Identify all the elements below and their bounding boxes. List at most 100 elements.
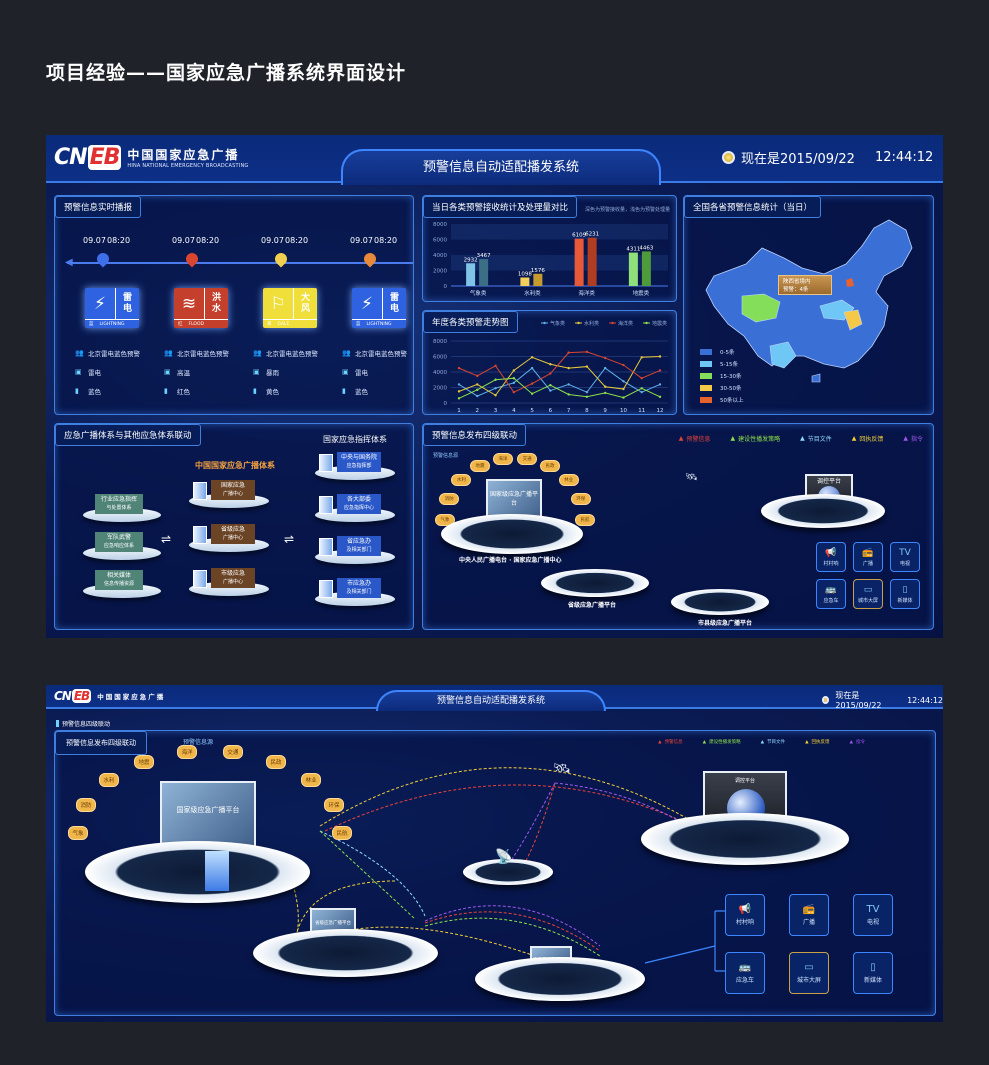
- node-label[interactable]: 中央与国务院 应急指挥部: [337, 452, 381, 472]
- device-tv[interactable]: TV 电视: [853, 894, 893, 936]
- flow-legend: ▲ 预警信息 ▲ 建设性播发策略 ▲ 节目文件 ▲ 回执反馈 ▲ 指令: [658, 739, 865, 746]
- x-tick-label: 7: [567, 408, 571, 414]
- grid-band: [451, 255, 668, 271]
- map-pin-icon[interactable]: [183, 250, 201, 268]
- source-badge[interactable]: 地震: [134, 754, 154, 769]
- source-badge[interactable]: 林业: [558, 474, 579, 487]
- data-point: [494, 364, 497, 367]
- legend-label: 海洋类: [618, 320, 633, 327]
- node-label[interactable]: 省应急办 及相关部门: [337, 536, 381, 556]
- warning-card[interactable]: ⚐ 大风黄 GALE: [263, 288, 317, 328]
- map-pin-icon[interactable]: [361, 250, 379, 268]
- warning-location: 👥 北京雷电蓝色预警: [342, 349, 407, 358]
- bus-icon: 🚌: [738, 962, 752, 973]
- flow-legend: ▲ 预警信息 ▲ 建设性播发策略 ▲ 节目文件 ▲ 回执反馈 ▲ 指令: [679, 434, 923, 443]
- panel-title: 预警信息发布四级联动: [423, 424, 527, 446]
- node-label[interactable]: 各大部委 应急指挥中心: [337, 494, 381, 514]
- city-platform[interactable]: [671, 589, 769, 615]
- source-badge[interactable]: 民航: [575, 514, 595, 526]
- megaphone-icon: 📢: [738, 904, 752, 915]
- source-badge[interactable]: 水利: [451, 474, 472, 487]
- warning-card[interactable]: ⚡ 雷电蓝 LIGHTNING: [85, 288, 139, 328]
- x-tick-label: 气象类: [470, 289, 487, 297]
- bar: [641, 251, 651, 286]
- billboard-icon: ▭: [804, 962, 814, 973]
- source-badge[interactable]: 地震: [470, 460, 490, 473]
- source-badge[interactable]: 交通: [222, 745, 243, 760]
- node-label[interactable]: 国家应急 广播中心: [211, 480, 255, 500]
- data-point: [585, 350, 589, 354]
- legend-item: ▲ 节目文件: [760, 739, 786, 746]
- device-phone[interactable]: ▯ 新媒体: [890, 579, 920, 609]
- map-pin-icon[interactable]: [272, 250, 290, 268]
- warning-card[interactable]: ⚡ 雷电蓝 LIGHTNING: [352, 288, 406, 328]
- series-line: [458, 377, 661, 399]
- dispatch-platform[interactable]: [641, 813, 849, 865]
- node-label[interactable]: 军队武警 应急响应体系: [95, 532, 143, 552]
- data-point: [622, 387, 625, 391]
- bar-data-label: 2932: [464, 257, 478, 263]
- wind-flag-icon: ⚐: [270, 293, 286, 314]
- node-label[interactable]: 行业应急指挥 与处置体系: [95, 494, 143, 514]
- device-bus[interactable]: 🚌 应急车: [816, 579, 846, 609]
- legend-item: ▲ 节目文件: [800, 435, 832, 443]
- flow-arrows: [284, 767, 725, 972]
- source-badge[interactable]: 民政: [540, 460, 560, 473]
- device-megaphone[interactable]: 📢 村村响: [725, 894, 765, 936]
- province-label: 省级应急广播平台: [568, 602, 617, 609]
- dispatch-platform[interactable]: [761, 494, 885, 528]
- national-platform[interactable]: [85, 841, 310, 903]
- province-platform[interactable]: [541, 569, 649, 597]
- date-text: 现在是2015/09/22: [835, 691, 882, 710]
- device-billboard[interactable]: ▭ 城市大屏: [789, 952, 829, 994]
- node-label[interactable]: 市级应急 广播中心: [211, 568, 255, 588]
- map-pin-icon[interactable]: [94, 250, 112, 268]
- node-label[interactable]: 相关媒体 信息传播资源: [95, 570, 143, 590]
- timeline-time: 08:20: [374, 236, 398, 245]
- source-badge[interactable]: 气象: [68, 826, 88, 840]
- x-tick-label: 地震类: [633, 289, 650, 297]
- data-point: [658, 369, 662, 372]
- source-badge[interactable]: 海洋: [177, 745, 198, 760]
- relay-platform[interactable]: [463, 859, 553, 885]
- section-label: 预警信息四级联动: [56, 719, 110, 728]
- x-tick-label: 5: [530, 408, 534, 414]
- warning-level: ▮ 蓝色: [75, 387, 101, 396]
- device-bus[interactable]: 🚌 应急车: [725, 952, 765, 994]
- device-radio[interactable]: 📻 广播: [789, 894, 829, 936]
- national-platform[interactable]: [441, 514, 583, 554]
- node-label[interactable]: 省级应急 广播中心: [211, 524, 255, 544]
- device-billboard[interactable]: ▭ 城市大屏: [853, 579, 883, 609]
- source-badge[interactable]: 民政: [266, 754, 286, 769]
- source-badge[interactable]: 民航: [332, 826, 352, 840]
- source-badge[interactable]: 水利: [98, 773, 119, 788]
- source-badge[interactable]: 林业: [301, 773, 322, 788]
- x-tick-label: 9: [603, 408, 607, 414]
- x-tick-label: 海洋类: [578, 289, 595, 297]
- data-point: [567, 383, 570, 386]
- source-badge[interactable]: 海洋: [492, 452, 513, 465]
- legend-item: ▲ 指令: [903, 435, 923, 443]
- timeline-axis: [67, 262, 413, 264]
- device-radio[interactable]: 📻 广播: [853, 542, 883, 572]
- y-tick-label: 0: [444, 401, 448, 407]
- data-point: [512, 369, 516, 372]
- province-platform[interactable]: [253, 929, 438, 977]
- source-badge[interactable]: 消防: [439, 492, 460, 505]
- source-badge[interactable]: 环保: [570, 492, 591, 505]
- node-label[interactable]: 市应急办 及相关部门: [337, 578, 381, 598]
- source-badge[interactable]: 消防: [75, 797, 96, 812]
- y-tick-label: 0: [444, 284, 448, 290]
- bar: [533, 273, 543, 286]
- source-badge[interactable]: 环保: [324, 797, 345, 812]
- device-megaphone[interactable]: 📢 村村响: [816, 542, 846, 572]
- data-point: [603, 366, 607, 370]
- source-badge[interactable]: 交通: [517, 452, 538, 465]
- national-label: 中央人民广播电台 · 国家应急广播中心: [459, 557, 562, 564]
- warning-card[interactable]: ≋ 洪水红 FLOOD: [174, 288, 228, 328]
- city-platform[interactable]: [475, 957, 645, 1001]
- device-tv[interactable]: TV 电视: [890, 542, 920, 572]
- bar: [574, 238, 584, 286]
- device-phone[interactable]: ▯ 新媒体: [853, 952, 893, 994]
- city-label: 市县级应急广播平台: [698, 620, 753, 627]
